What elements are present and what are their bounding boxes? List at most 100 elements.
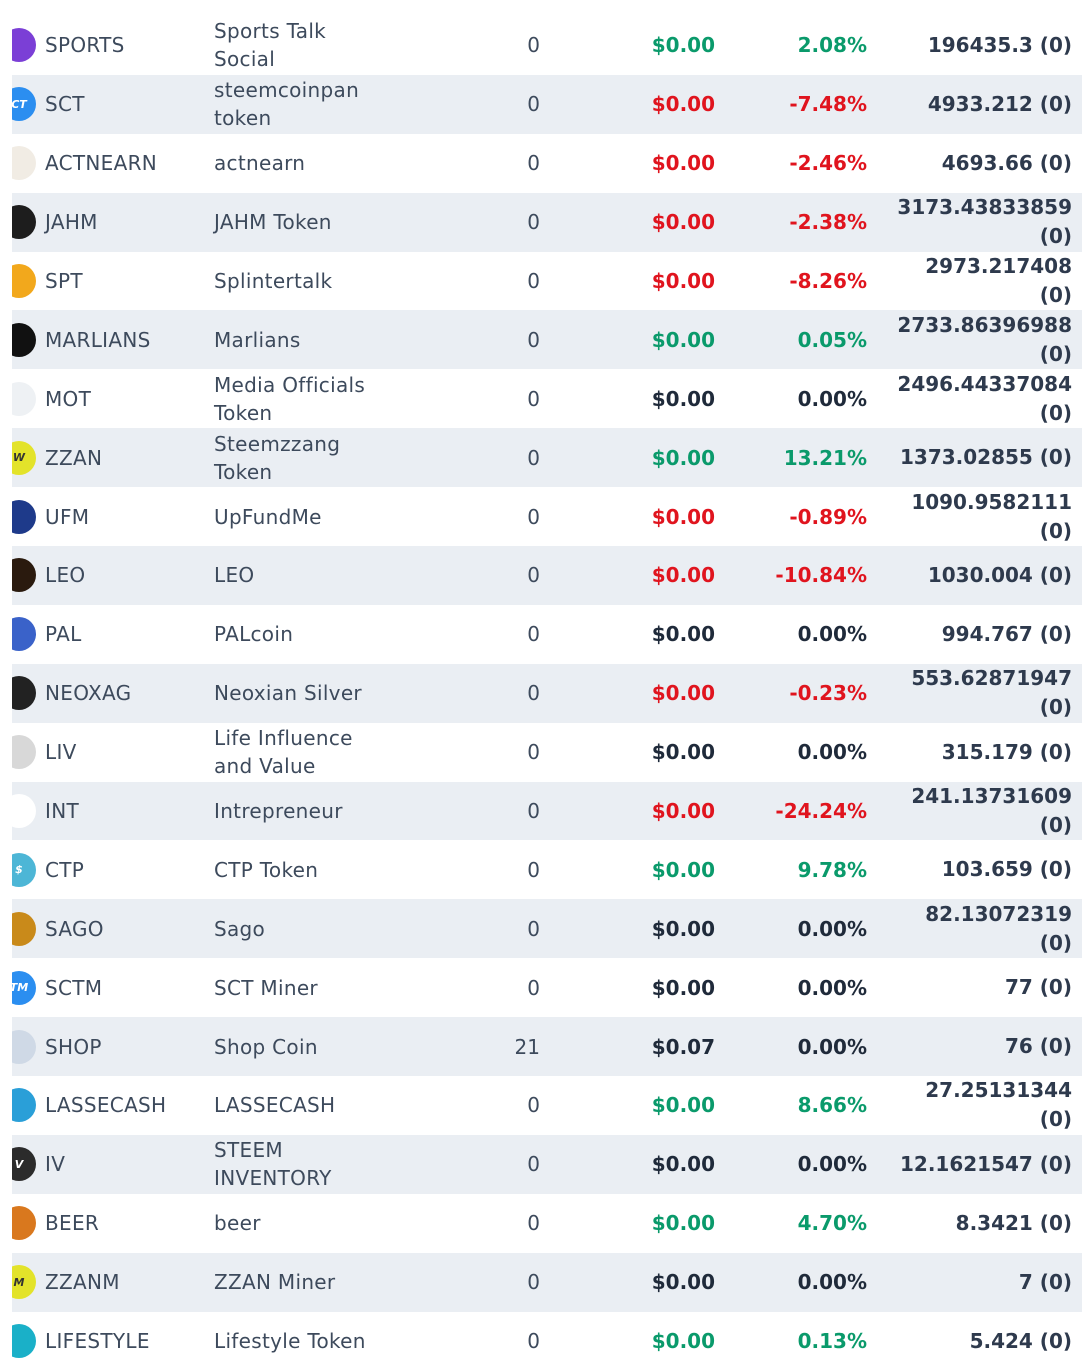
token-quantity: 0 xyxy=(527,799,540,824)
table-row[interactable]: W ZZAN Steemzzang Token 0 $0.00 13.21% 1… xyxy=(12,428,1082,488)
token-price: $0.00 xyxy=(651,210,715,235)
token-symbol[interactable]: SCTM xyxy=(45,975,103,1000)
lassecash-icon xyxy=(12,1088,36,1123)
token-balance: 1090.9582111 (0) xyxy=(911,489,1072,543)
token-balance: 4693.66 (0) xyxy=(941,150,1072,175)
token-icon-cell: M xyxy=(12,1253,40,1312)
token-balance: 4933.212 (0) xyxy=(927,91,1072,116)
token-symbol[interactable]: MARLIANS xyxy=(45,327,151,352)
token-change: 9.78% xyxy=(797,857,867,882)
token-name: Steemzzang Token xyxy=(214,431,341,484)
token-name: LASSECASH xyxy=(214,1093,336,1118)
table-row[interactable]: CT SCT steemcoinpan token 0 $0.00 -7.48%… xyxy=(12,74,1082,134)
token-symbol[interactable]: CTP xyxy=(45,857,85,882)
spt-icon xyxy=(12,264,36,298)
sago-icon xyxy=(12,911,36,946)
table-row[interactable]: TM SCTM SCT Miner 0 $0.00 0.00% 77 (0) xyxy=(12,958,1082,1017)
iv-icon: V xyxy=(12,1147,36,1182)
token-symbol[interactable]: SAGO xyxy=(45,916,104,941)
token-symbol[interactable]: MOT xyxy=(45,386,92,411)
table-row[interactable]: ACTNEARN actnearn 0 $0.00 -2.46% 4693.66… xyxy=(12,134,1082,193)
token-change: -24.24% xyxy=(775,799,867,824)
table-row[interactable]: NEOXAG Neoxian Silver 0 $0.00 -0.23% 553… xyxy=(12,663,1082,723)
token-symbol[interactable]: LEO xyxy=(45,563,86,588)
token-change: 0.00% xyxy=(797,1034,867,1059)
token-price: $0.00 xyxy=(651,916,715,941)
pal-icon xyxy=(12,617,36,652)
table-row[interactable]: SHOP Shop Coin 21 $0.07 0.00% 76 (0) xyxy=(12,1017,1082,1077)
token-symbol[interactable]: LASSECASH xyxy=(45,1093,167,1118)
table-row[interactable]: JAHM JAHM Token 0 $0.00 -2.38% 3173.4383… xyxy=(12,192,1082,252)
token-icon-cell: W xyxy=(12,428,40,487)
table-row[interactable]: LEO LEO 0 $0.00 -10.84% 1030.004 (0) xyxy=(12,546,1082,605)
token-icon-cell: CT xyxy=(12,75,40,134)
token-symbol[interactable]: SCT xyxy=(45,92,85,117)
token-symbol[interactable]: IV xyxy=(45,1152,66,1177)
table-row[interactable]: LIFESTYLE Lifestyle Token 0 $0.00 0.13% … xyxy=(12,1312,1082,1370)
table-row[interactable]: MOT Media Officials Token 0 $0.00 0.00% … xyxy=(12,369,1082,428)
token-quantity: 0 xyxy=(527,1329,540,1354)
token-change: -2.38% xyxy=(789,210,867,235)
token-name: actnearn xyxy=(214,151,306,176)
table-row[interactable]: V IV STEEM INVENTORY 0 $0.00 0.00% 12.16… xyxy=(12,1134,1082,1194)
neoxag-icon xyxy=(12,676,36,711)
token-price: $0.00 xyxy=(651,151,715,176)
token-change: 0.00% xyxy=(797,975,867,1000)
token-symbol[interactable]: ZZANM xyxy=(45,1270,120,1295)
token-balance: 5.424 (0) xyxy=(969,1328,1072,1353)
table-row[interactable]: INT Intrepreneur 0 $0.00 -24.24% 241.137… xyxy=(12,781,1082,841)
token-icon-cell xyxy=(12,1017,40,1076)
token-symbol[interactable]: PAL xyxy=(45,622,82,647)
liv-icon xyxy=(12,735,36,770)
sports-icon xyxy=(12,28,36,63)
token-name: Media Officials Token xyxy=(214,372,366,425)
token-symbol[interactable]: INT xyxy=(45,799,79,824)
table-row[interactable]: SAGO Sago 0 $0.00 0.00% 82.13072319 (0) xyxy=(12,899,1082,959)
token-price: $0.00 xyxy=(651,681,715,706)
token-symbol[interactable]: NEOXAG xyxy=(45,681,132,706)
token-name: steemcoinpan token xyxy=(214,78,360,131)
token-price: $0.00 xyxy=(651,1152,715,1177)
token-symbol[interactable]: SPT xyxy=(45,269,83,293)
table-row[interactable]: LASSECASH LASSECASH 0 $0.00 8.66% 27.251… xyxy=(12,1076,1082,1135)
token-change: 2.08% xyxy=(797,33,867,58)
token-change: -7.48% xyxy=(789,92,867,117)
token-balance: 27.25131344 (0) xyxy=(925,1078,1072,1132)
token-icon-cell xyxy=(12,1076,40,1135)
token-quantity: 0 xyxy=(527,1093,540,1118)
token-icon-cell xyxy=(12,369,40,428)
token-balance: 553.62871947 (0) xyxy=(911,666,1072,720)
token-name: Life Influence and Value xyxy=(214,726,353,779)
table-row[interactable]: $ CTP CTP Token 0 $0.00 9.78% 103.659 (0… xyxy=(12,840,1082,899)
table-row[interactable]: SPORTS Sports Talk Social 0 $0.00 2.08% … xyxy=(12,16,1082,75)
token-symbol[interactable]: UFM xyxy=(45,504,90,529)
table-row[interactable]: SPT Splintertalk 0 $0.00 -8.26% 2973.217… xyxy=(12,252,1082,311)
table-row[interactable]: MARLIANS Marlians 0 $0.00 0.05% 2733.863… xyxy=(12,310,1082,370)
token-price: $0.00 xyxy=(651,563,715,588)
token-quantity: 0 xyxy=(527,1270,540,1295)
table-row[interactable]: LIV Life Influence and Value 0 $0.00 0.0… xyxy=(12,723,1082,782)
token-symbol[interactable]: ZZAN xyxy=(45,445,103,470)
token-symbol[interactable]: SHOP xyxy=(45,1034,102,1059)
token-symbol[interactable]: BEER xyxy=(45,1211,100,1236)
token-balance: 7 (0) xyxy=(1018,1269,1072,1294)
token-symbol[interactable]: LIV xyxy=(45,740,77,765)
token-symbol[interactable]: SPORTS xyxy=(45,33,125,58)
token-quantity: 0 xyxy=(527,857,540,882)
token-name: UpFundMe xyxy=(214,504,322,529)
token-icon-cell xyxy=(12,664,40,723)
table-row[interactable]: M ZZANM ZZAN Miner 0 $0.00 0.00% 7 (0) xyxy=(12,1252,1082,1312)
token-symbol[interactable]: JAHM xyxy=(45,210,98,235)
table-row[interactable]: UFM UpFundMe 0 $0.00 -0.89% 1090.9582111… xyxy=(12,487,1082,546)
token-quantity: 0 xyxy=(527,681,540,706)
zzan-icon: W xyxy=(12,440,36,475)
token-symbol[interactable]: ACTNEARN xyxy=(45,151,158,176)
leo-icon xyxy=(12,558,36,593)
token-name: LEO xyxy=(214,563,255,588)
table-row[interactable]: PAL PALcoin 0 $0.00 0.00% 994.767 (0) xyxy=(12,605,1082,664)
token-change: -0.89% xyxy=(789,504,867,529)
token-icon-cell: TM xyxy=(12,958,40,1017)
table-row[interactable]: BEER beer 0 $0.00 4.70% 8.3421 (0) xyxy=(12,1194,1082,1253)
token-symbol[interactable]: LIFESTYLE xyxy=(45,1329,150,1354)
ctp-icon: $ xyxy=(12,852,36,887)
